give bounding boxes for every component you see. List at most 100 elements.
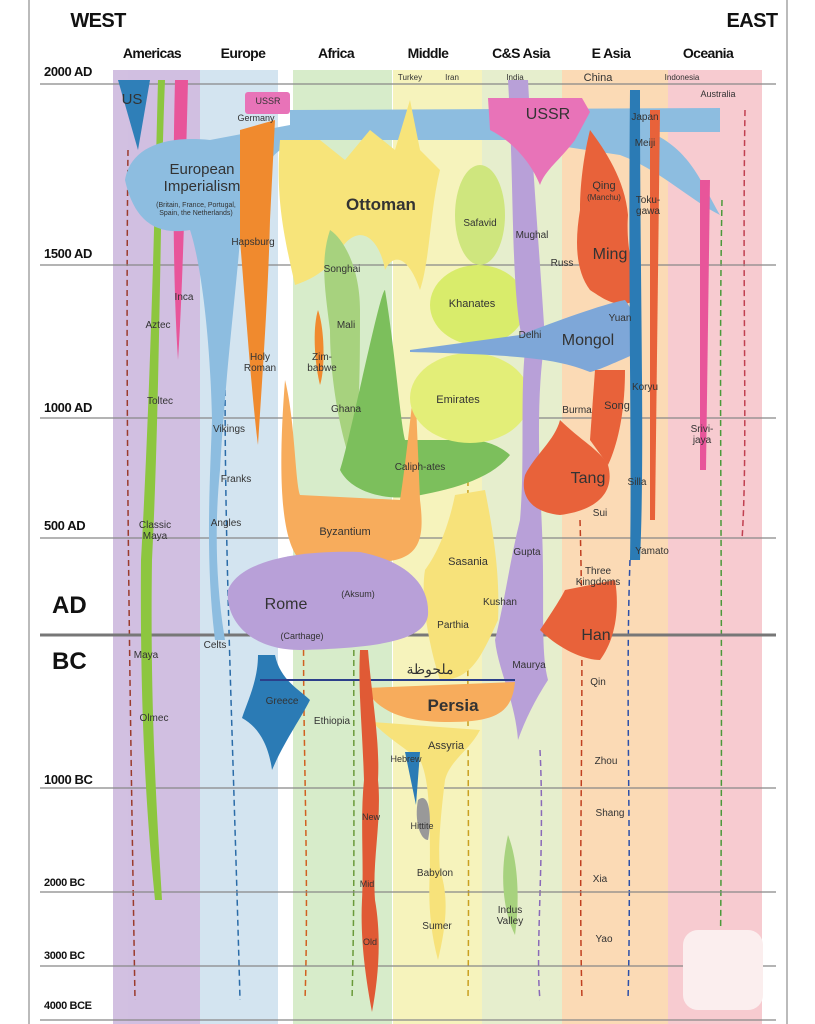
shape xyxy=(314,310,324,385)
region-label: Indonesia xyxy=(664,73,700,82)
shape xyxy=(240,120,275,445)
region-label: Iran xyxy=(445,73,459,82)
region-label: (Britain, France, Portugal, Spain, the N… xyxy=(156,202,236,217)
time-label: 1000 AD xyxy=(44,400,93,415)
region-label: Qin xyxy=(590,677,606,688)
time-label: 3000 BC xyxy=(44,950,85,962)
shape xyxy=(140,80,165,900)
region-label: Aztec xyxy=(145,320,171,331)
region-label: US xyxy=(121,91,143,108)
shape xyxy=(423,490,499,680)
region-label: India xyxy=(506,73,524,82)
region-label: ملحوظة xyxy=(406,661,454,677)
region-label: Gupta xyxy=(513,547,541,558)
region-label: China xyxy=(583,72,613,84)
region-label: Byzantium xyxy=(319,526,371,538)
region-label: Ethiopia xyxy=(313,716,351,727)
region-label: Turkey xyxy=(397,73,423,82)
header: WEST xyxy=(70,10,126,32)
shape xyxy=(227,551,429,650)
shape xyxy=(455,165,505,265)
overlay-box xyxy=(683,930,763,1010)
region-label: Persia xyxy=(427,696,479,715)
region-label: Sui xyxy=(592,508,608,519)
header: EAST xyxy=(726,10,779,32)
region-label: Ghana xyxy=(330,404,362,415)
region-label: Ming xyxy=(592,246,628,263)
shape xyxy=(577,130,637,305)
region-label: Song xyxy=(604,400,630,412)
region-label: Toltec xyxy=(146,396,174,407)
region-label: Hittite xyxy=(410,821,434,831)
column-header: Europe xyxy=(220,45,266,61)
region-label: European Imperialism xyxy=(163,161,241,195)
region-label: Old xyxy=(362,937,378,947)
shape xyxy=(700,180,710,470)
region-label: Holy Roman xyxy=(243,352,277,374)
time-label: 1500 AD xyxy=(44,246,93,261)
region-label: USSR xyxy=(255,96,281,106)
shape xyxy=(410,300,640,372)
shape xyxy=(118,80,150,150)
region-label: (Manchu) xyxy=(587,193,621,202)
region-label: Koryu xyxy=(631,382,659,393)
region-label: Hebrew xyxy=(390,754,422,764)
dash xyxy=(719,199,723,1001)
region-label: USSR xyxy=(525,106,571,123)
region-label: Inca xyxy=(174,292,194,303)
time-label: 4000 BCE xyxy=(44,1000,92,1012)
shape xyxy=(410,353,530,443)
region-label: Safavid xyxy=(463,218,497,229)
shape xyxy=(365,682,515,722)
shape xyxy=(540,580,617,660)
empires xyxy=(118,80,763,1012)
lane xyxy=(668,70,762,1024)
column-header: Africa xyxy=(317,45,355,61)
region-label: Mughal xyxy=(515,230,549,241)
region-label: Caliph-ates xyxy=(394,462,446,473)
region-label: Three Kingdoms xyxy=(575,566,621,588)
region-label: Vikings xyxy=(212,424,246,435)
region-label: Mali xyxy=(336,320,356,331)
shape xyxy=(245,92,290,114)
shape xyxy=(372,722,480,960)
region-label: Tang xyxy=(570,470,606,487)
region-label: Mongol xyxy=(561,332,615,349)
shape xyxy=(590,370,625,465)
time-label: 500 AD xyxy=(44,518,86,533)
era-label: AD xyxy=(52,592,87,619)
column-header: E Asia xyxy=(591,45,631,61)
shape xyxy=(340,290,510,498)
region-label: Srivi-jaya xyxy=(690,424,714,446)
region-label: Maurya xyxy=(512,660,546,671)
region-label: Germany xyxy=(237,113,275,123)
column-header: Oceania xyxy=(682,45,734,61)
shape xyxy=(242,655,310,770)
region-label: Sumer xyxy=(422,921,452,932)
shape xyxy=(359,650,379,1012)
column-header: C&S Asia xyxy=(492,45,550,61)
region-label: Songhai xyxy=(323,264,361,275)
region-label: Babylon xyxy=(416,868,454,879)
region-label: Shang xyxy=(595,808,625,819)
shape xyxy=(488,98,590,185)
region-label: (Aksum) xyxy=(341,589,375,599)
region-label: Mid xyxy=(359,879,375,889)
region-label: Zim-babwe xyxy=(307,352,337,374)
shape xyxy=(503,835,518,935)
region-label: Olmec xyxy=(139,713,169,724)
region-label: Indus Valley xyxy=(496,905,524,927)
region-label: Russ xyxy=(550,258,574,269)
region-label: Kushan xyxy=(483,597,517,608)
shape xyxy=(416,798,430,840)
region-label: Yamato xyxy=(635,546,669,557)
shape xyxy=(650,110,660,520)
time-label: 1000 BC xyxy=(44,772,93,787)
shape xyxy=(495,80,548,740)
region-label: Greece xyxy=(265,696,299,707)
shape xyxy=(430,265,526,345)
time-label: 2000 AD xyxy=(44,64,93,79)
shape xyxy=(629,90,643,560)
